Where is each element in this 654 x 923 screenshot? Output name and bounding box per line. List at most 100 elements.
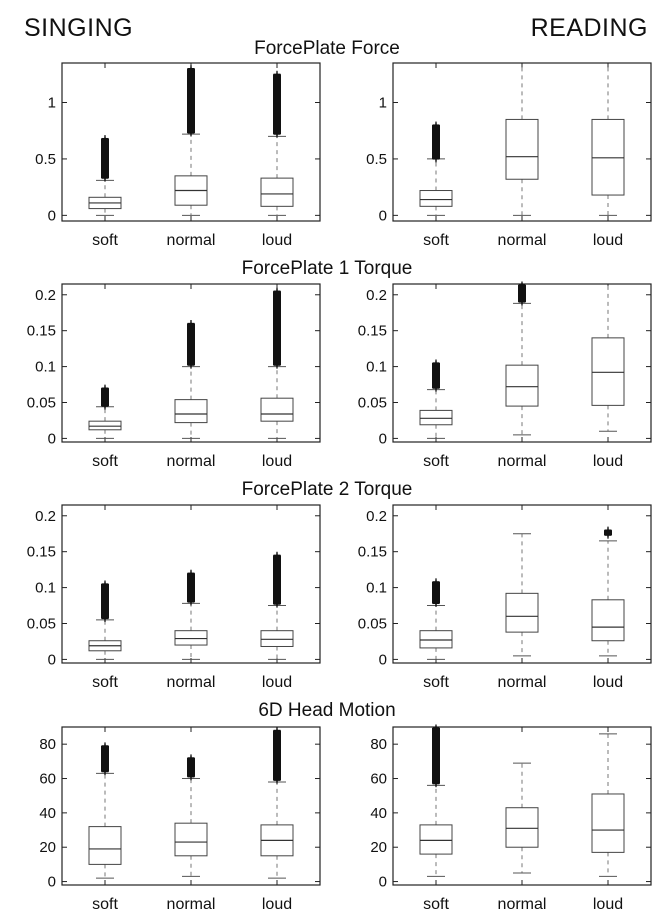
y-tick-label: 0.05 (27, 616, 56, 633)
outliers-loud (273, 551, 281, 608)
outliers-soft (101, 135, 109, 182)
outliers-normal (187, 754, 195, 781)
chart-forceplate-1-torque-reading: 0 0.05 0.1 0.15 0.2 soft normal loud (358, 281, 652, 470)
x-tick-label-loud: loud (593, 232, 623, 249)
y-tick-label: 60 (39, 771, 56, 788)
y-tick-label: 0.2 (366, 287, 387, 304)
x-tick-label-loud: loud (593, 453, 623, 470)
box-normal (174, 399, 208, 424)
outliers-soft (432, 724, 440, 788)
x-tick-label-normal: normal (167, 232, 216, 249)
x-tick-label-soft: soft (423, 232, 449, 249)
outliers-soft (101, 742, 109, 776)
y-tick-label: 0 (48, 874, 56, 891)
x-tick-label-normal: normal (498, 674, 547, 691)
outlier-cluster (273, 730, 281, 781)
y-tick-label: 0 (379, 430, 387, 447)
x-tick-label-loud: loud (262, 896, 292, 913)
x-tick-label-loud: loud (593, 674, 623, 691)
box-normal (505, 118, 539, 180)
outlier-cluster (101, 745, 109, 772)
y-tick-label: 0.2 (35, 508, 56, 525)
x-tick-label-loud: loud (593, 896, 623, 913)
outliers-normal (518, 281, 526, 306)
box-loud (591, 599, 625, 642)
x-tick-label-normal: normal (167, 674, 216, 691)
y-tick-label: 0.1 (35, 580, 56, 597)
box-soft (419, 190, 453, 207)
outliers-loud (273, 287, 281, 369)
y-tick-label: 0.2 (366, 508, 387, 525)
chart-6d-head-motion-reading: 0 20 40 60 80 soft normal loud (370, 724, 652, 913)
outlier-cluster (187, 323, 195, 366)
outlier-cluster (273, 74, 281, 135)
row-title-forceplate-2-torque: ForcePlate 2 Torque (241, 479, 413, 500)
y-tick-label: 0.1 (366, 580, 387, 597)
row-title-forceplate-force: ForcePlate Force (254, 38, 400, 59)
row-title-6d-head-motion: 6D Head Motion (258, 700, 396, 721)
box-soft (419, 824, 453, 855)
box-normal (174, 630, 208, 646)
box-soft (88, 420, 122, 431)
x-tick-label-loud: loud (262, 674, 292, 691)
box-normal (505, 592, 539, 633)
y-tick-label: 0.05 (27, 395, 56, 412)
outlier-cluster (518, 285, 526, 302)
outliers-soft (101, 384, 109, 410)
y-tick-label: 0.05 (358, 395, 387, 412)
y-tick-label: 0.15 (27, 544, 56, 561)
column-title-singing: SINGING (24, 14, 134, 42)
chart-forceplate-2-torque-singing: 0 0.05 0.1 0.15 0.2 soft normal loud (27, 504, 321, 691)
chart-forceplate-force-singing: 0 0.5 1 soft normal loud (35, 62, 321, 249)
chart-forceplate-force-reading: 0 0.5 1 soft normal loud (366, 62, 652, 249)
x-tick-label-soft: soft (92, 453, 118, 470)
outliers-soft (101, 580, 109, 622)
chart-6d-head-motion-singing: 0 20 40 60 80 soft normal loud (39, 726, 321, 913)
y-tick-label: 80 (39, 736, 56, 753)
y-tick-label: 0 (379, 874, 387, 891)
x-tick-label-loud: loud (262, 232, 292, 249)
y-tick-label: 0 (48, 207, 56, 224)
outlier-cluster (187, 68, 195, 133)
y-tick-label: 0.5 (366, 151, 387, 168)
y-tick-label: 20 (39, 839, 56, 856)
outliers-normal (187, 320, 195, 369)
outliers-loud (273, 70, 281, 138)
box-loud (591, 337, 625, 406)
outlier-cluster (101, 138, 109, 179)
y-tick-label: 20 (370, 839, 387, 856)
y-tick-label: 40 (39, 805, 56, 822)
outlier-cluster (273, 555, 281, 605)
outliers-loud (604, 526, 612, 539)
outlier-cluster (432, 728, 440, 784)
y-tick-label: 0 (379, 207, 387, 224)
outliers-soft (432, 121, 440, 163)
y-tick-label: 1 (379, 95, 387, 112)
x-tick-label-soft: soft (423, 674, 449, 691)
x-tick-label-normal: normal (498, 896, 547, 913)
y-tick-label: 0.15 (358, 323, 387, 340)
box-loud (591, 793, 625, 853)
box-loud (260, 177, 294, 207)
outliers-soft (432, 578, 440, 607)
box-normal (505, 364, 539, 407)
outliers-loud (273, 726, 281, 784)
outliers-normal (187, 65, 195, 137)
outliers-soft (432, 359, 440, 392)
y-tick-label: 1 (48, 95, 56, 112)
chart-forceplate-1-torque-singing: 0 0.05 0.1 0.15 0.2 soft normal loud (27, 283, 321, 470)
x-tick-label-soft: soft (92, 896, 118, 913)
outlier-cluster (432, 363, 440, 389)
y-tick-label: 0.05 (358, 616, 387, 633)
outliers-normal (187, 569, 195, 606)
y-tick-label: 0 (379, 651, 387, 668)
x-tick-label-normal: normal (167, 453, 216, 470)
y-tick-label: 0.1 (366, 359, 387, 376)
outlier-cluster (187, 757, 195, 777)
x-tick-label-soft: soft (423, 453, 449, 470)
x-tick-label-soft: soft (423, 896, 449, 913)
box-loud (260, 397, 294, 422)
y-tick-label: 0 (48, 651, 56, 668)
y-tick-label: 0.15 (27, 323, 56, 340)
outlier-cluster (273, 291, 281, 366)
